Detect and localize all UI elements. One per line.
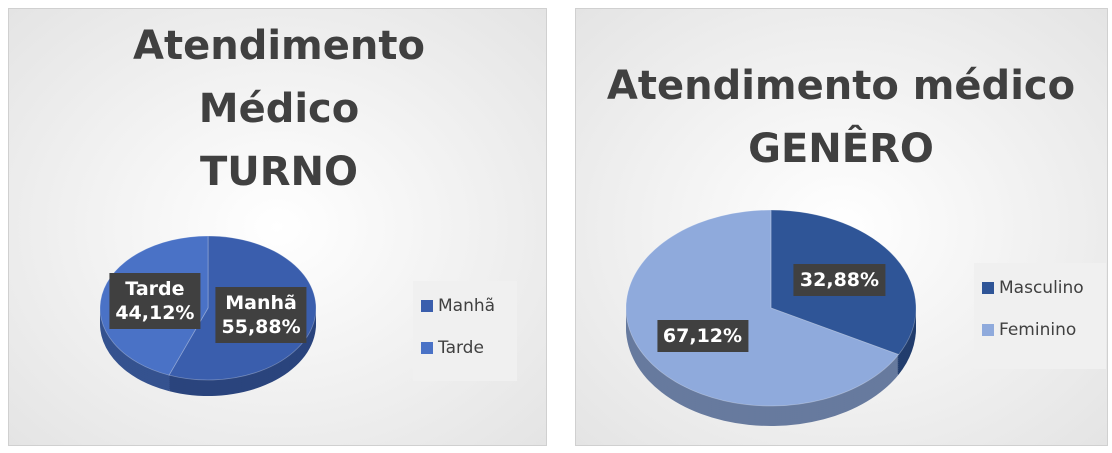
data-label: 67,12% [656,319,749,352]
data-label: Tarde 44,12% [109,273,201,330]
data-label-category: Manhã [225,291,297,314]
legend-item: Tarde [421,327,509,369]
data-label-category: Tarde [125,278,185,301]
data-label-value: 44,12% [115,302,195,325]
legend-swatch [982,282,994,294]
data-label-value: 32,88% [799,269,880,292]
legend-swatch [421,300,433,312]
data-label-value: 55,88% [221,315,301,338]
data-label: 32,88% [793,264,886,297]
legend-label: Manhã [438,296,496,316]
legend: Masculino Feminino [974,263,1106,369]
slice [625,209,900,407]
chart-title: Atendimento Médico TURNO [133,23,425,195]
legend-swatch [982,324,994,336]
data-label-value: 67,12% [662,324,743,347]
legend-label: Masculino [999,278,1084,298]
data-label: Manhã 55,88% [215,286,307,343]
legend-swatch [421,342,433,354]
legend-label: Tarde [438,338,484,358]
legend: Manhã Tarde [413,281,517,381]
pie [625,209,917,426]
legend-item: Feminino [982,309,1098,351]
chart-panel: Atendimento médico GENÊRO 32,88% 67,12% Mas… [575,8,1108,446]
legend-label: Feminino [999,320,1077,340]
legend-item: Masculino [982,267,1098,309]
chart-panel: Atendimento Médico TURNO Manhã 55,88% Tarde… [8,8,547,446]
legend-item: Manhã [421,285,509,327]
chart-title: Atendimento médico GENÊRO [606,63,1076,172]
